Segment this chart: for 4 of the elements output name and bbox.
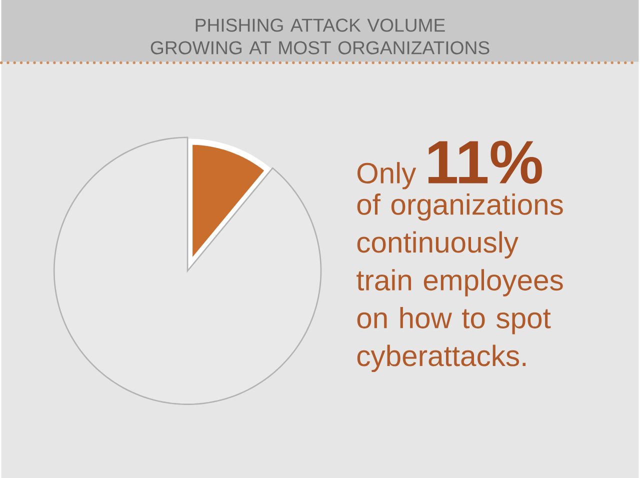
text: of organizations continuously train employees on how to spot cyberattacks. [356, 193, 563, 372]
text: 11% [428, 140, 542, 184]
text: Only [357, 162, 416, 190]
chart-title: PHISHING ATTACK VOLUME GROWING AT MOST ORGANIZATIONS [150, 18, 490, 54]
